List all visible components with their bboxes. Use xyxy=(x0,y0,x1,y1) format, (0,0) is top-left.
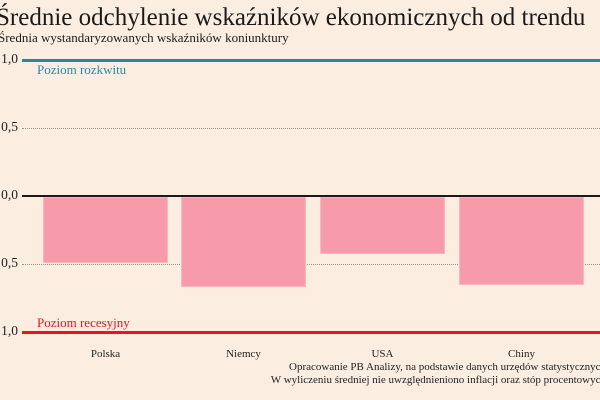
y-tick-minus-1: 1,0 xyxy=(1,323,18,338)
recession-label: Poziom recesyjny xyxy=(37,315,130,330)
y-tick-1: 1,0 xyxy=(1,51,18,66)
recession-line xyxy=(22,331,600,334)
bar-niemcy xyxy=(181,197,306,287)
method-note: W wyliczeniu średniej nie uwzględnienion… xyxy=(270,374,600,386)
x-label-niemcy: Niemcy xyxy=(226,348,261,360)
y-tick-0: 0,0 xyxy=(1,187,18,202)
x-label-usa: USA xyxy=(371,348,394,360)
chart-subtitle: Średnia wystandaryzowanych wskaźników ko… xyxy=(0,30,289,45)
bar-usa xyxy=(320,197,445,254)
prosperity-line xyxy=(22,59,600,62)
zero-line xyxy=(22,195,600,197)
gridline-0-5 xyxy=(22,128,600,129)
x-label-polska: Polska xyxy=(90,348,121,360)
x-label-chiny: Chiny xyxy=(508,348,535,360)
bar-chiny xyxy=(459,197,584,285)
gridline-minus-0-5 xyxy=(22,264,600,265)
y-tick-0-5: 0,5 xyxy=(1,119,18,134)
prosperity-label: Poziom rozkwitu xyxy=(37,62,127,77)
y-tick-minus-0-5: 0,5 xyxy=(1,255,18,270)
chart-title: Średnie odchylenie wskaźników ekonomiczn… xyxy=(0,4,586,31)
bar-polska xyxy=(43,197,168,263)
source-note: Opracowanie PB Analizy, na podstawie dan… xyxy=(289,361,600,373)
